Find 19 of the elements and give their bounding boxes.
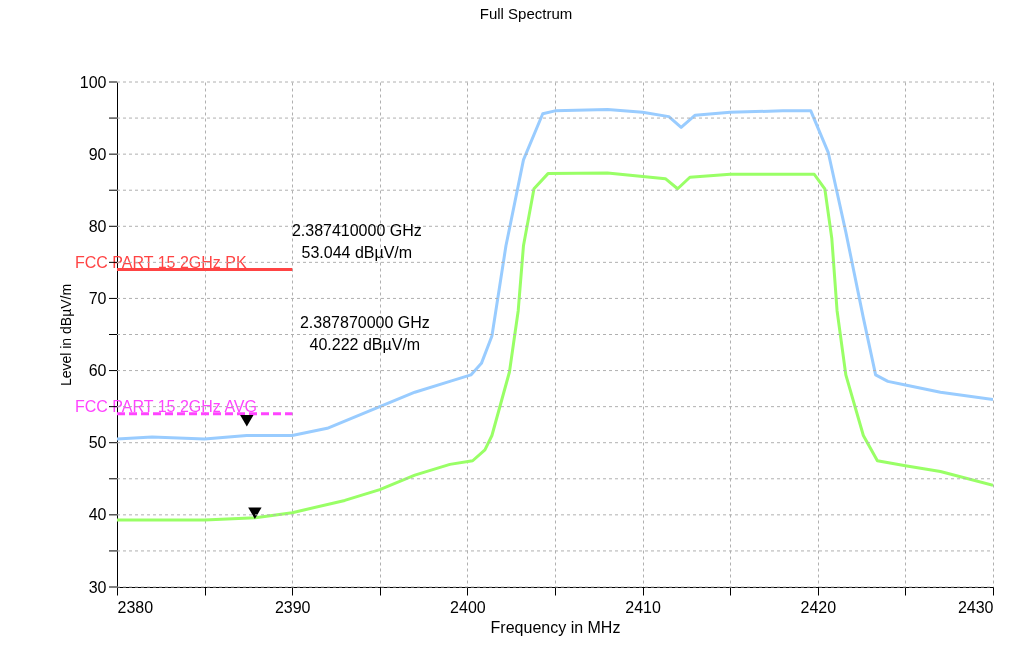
y-tick-label: 30: [88, 578, 107, 596]
annotation: 2.387870000 GHz 40.222 dBµV/m: [299, 314, 430, 354]
annotation: 2.387410000 GHz 53.044 dBµV/m: [291, 221, 422, 261]
y-tick-label: 90: [88, 145, 107, 163]
x-tick-label: 2430: [957, 598, 994, 616]
y-tick-label: 50: [88, 434, 107, 452]
x-tick-label: 2400: [450, 598, 486, 616]
y-tick-label: 40: [88, 506, 107, 524]
x-tick-label: 2420: [800, 598, 837, 616]
y-tick-label: 60: [88, 362, 107, 380]
y-tick-label: 80: [88, 217, 107, 235]
x-axis-title: Frequency in MHz: [490, 618, 621, 636]
y-axis-title: Level in dBµV/m: [57, 283, 74, 387]
y-tick-label: 100: [79, 73, 107, 91]
x-tick-label: 2380: [117, 598, 154, 616]
x-tick-label: 2410: [625, 598, 661, 616]
chart-title: Full Spectrum: [479, 5, 573, 22]
x-tick-label: 2390: [274, 598, 311, 616]
y-tick-label: 70: [88, 289, 107, 307]
